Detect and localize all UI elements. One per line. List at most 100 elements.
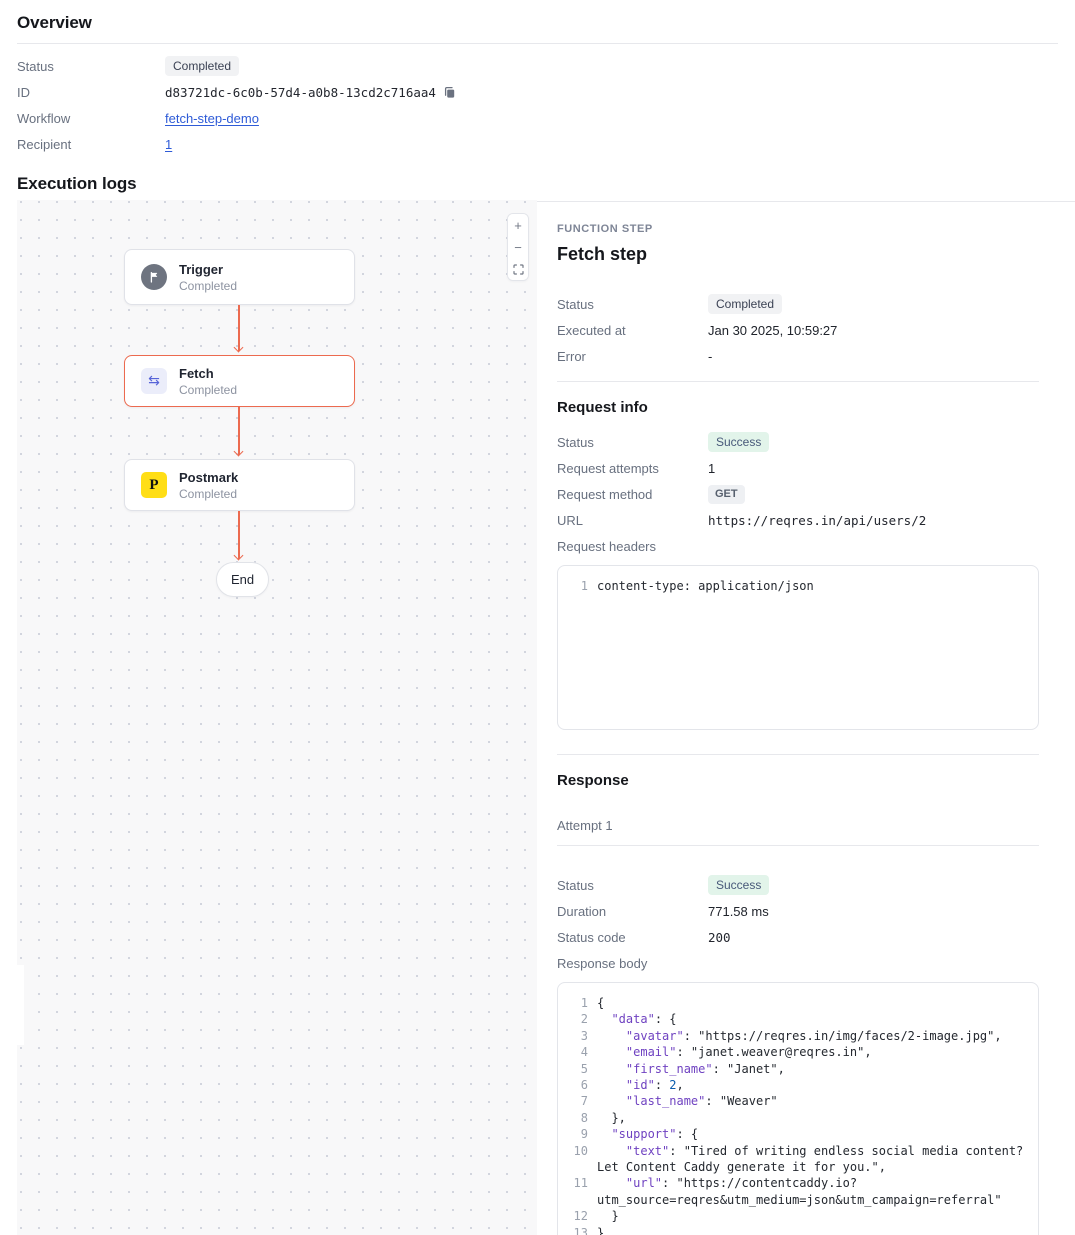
zoom-out-button[interactable]: − [508,236,528,258]
status-label: Status [557,877,594,893]
request-attempts-label: Request attempts [557,460,659,476]
minus-icon: − [514,239,522,255]
transaction-id-value: d83721dc-6c0b-57d4-a0b8-13cd2c716aa4 [165,84,436,100]
copy-icon [444,86,455,98]
code-line: 10 "text": "Tired of writing endless soc… [573,1143,1031,1175]
request-headers-code-block: 1 content-type: application/json [557,565,1039,730]
edge-trigger-fetch [238,305,240,351]
postmark-icon: P [141,472,167,498]
code-line: 6 "id": 2, [580,1078,684,1093]
step-meta-rows: Status Completed Executed at Jan 30 2025… [557,291,1039,369]
fit-view-icon [512,263,524,275]
overview-divider [17,43,1058,44]
node-postmark-status: Completed [179,486,238,501]
request-headers-label: Request headers [557,538,657,554]
executed-at-label: Executed at [557,322,626,338]
response-title: Response [557,772,629,789]
swap-arrows-icon: ⇆ [141,368,167,394]
response-rows: Status Success Duration 771.58 ms Status… [557,872,1039,976]
code-line: 9 "support": { [580,1127,699,1142]
code-line: 8 }, [580,1110,626,1125]
workflow-link[interactable]: fetch-step-demo [165,110,259,126]
code-line: 13} [573,1225,605,1235]
code-line: 7 "last_name": "Weaver" [580,1094,778,1109]
node-postmark[interactable]: P Postmark Completed [124,459,355,511]
url-value: https://reqres.in/api/users/2 [708,512,927,528]
overview-status-row: Status Completed [17,53,1058,79]
overview-title: Overview [17,13,92,32]
request-info-rows: Status Success Request attempts 1 Reques… [557,429,1039,559]
node-fetch[interactable]: ⇆ Fetch Completed [124,355,355,407]
error-label: Error [557,348,586,364]
flag-icon [141,264,167,290]
step-status-badge: Completed [708,294,783,314]
duration-value: 771.58 ms [708,903,769,919]
overview-workflow-row: Workflow fetch-step-demo [17,105,1058,131]
url-row: URL https://reqres.in/api/users/2 [557,507,1039,533]
executed-at-value: Jan 30 2025, 10:59:27 [708,322,838,338]
status-code-label: Status code [557,929,626,945]
request-method-label: Request method [557,486,653,502]
recipient-label: Recipient [17,136,72,152]
code-line: 2 "data": { [580,1012,677,1027]
response-status-row: Status Success [557,872,1039,898]
status-label: Status [557,296,594,312]
step-status-row: Status Completed [557,291,1039,317]
plus-icon: + [514,217,522,233]
edge-postmark-end [238,511,240,559]
status-code-value: 200 [708,929,731,945]
attempt-label: Attempt 1 [557,818,613,833]
code-line: 4 "email": "janet.weaver@reqres.in", [580,1045,872,1060]
overview-recipient-row: Recipient 1 [17,131,1058,157]
duration-row: Duration 771.58 ms [557,898,1039,924]
edge-fetch-postmark [238,407,240,455]
error-row: Error - [557,343,1039,369]
execution-logs-title: Execution logs [17,174,137,193]
canvas-left-notch [0,965,24,1045]
error-value: - [708,348,713,364]
node-fetch-title: Fetch [179,365,214,381]
status-label: Status [557,434,594,450]
workflow-canvas[interactable]: + − Trigge [0,200,537,1235]
code-line: 3 "avatar": "https://reqres.in/img/faces… [580,1028,1002,1043]
workflow-label: Workflow [17,110,71,126]
recipient-link[interactable]: 1 [165,136,173,152]
step-title: Fetch step [557,244,648,264]
code-line: 1{ [580,996,605,1010]
request-method-badge: GET [708,484,745,504]
code-line: 12 } [573,1209,619,1224]
response-body-label: Response body [557,955,648,971]
overview-id-row: ID d83721dc-6c0b-57d4-a0b8-13cd2c716aa4 [17,79,1058,105]
duration-label: Duration [557,903,607,919]
attempt-divider [557,845,1039,846]
overview-section: Overview Status Completed ID d83721dc-6c… [0,0,1075,194]
status-label: Status [17,58,54,74]
request-attempts-value: 1 [708,460,716,476]
section-divider [557,754,1039,755]
node-trigger[interactable]: Trigger Completed [124,249,355,305]
response-body-row: Response body [557,950,1039,976]
fit-view-button[interactable] [508,258,528,280]
request-status-row: Status Success [557,429,1039,455]
code-line: 11 "url": "https://contentcaddy.io?utm_s… [573,1176,1002,1207]
request-status-badge: Success [708,432,770,452]
code-line: 5 "first_name": "Janet", [580,1061,785,1076]
status-code-row: Status code 200 [557,924,1039,950]
step-detail-panel: FUNCTION STEP Fetch step Status Complete… [537,201,1075,1235]
node-postmark-title: Postmark [179,469,239,485]
node-end: End [216,562,270,597]
overview-rows: Status Completed ID d83721dc-6c0b-57d4-a… [17,53,1058,157]
copy-id-button[interactable] [443,86,456,99]
step-type-kicker: FUNCTION STEP [557,223,653,235]
code-line: 1 content-type: application/json [580,579,814,593]
request-attempts-row: Request attempts 1 [557,455,1039,481]
request-method-row: Request method GET [557,481,1039,507]
url-label: URL [557,512,584,528]
zoom-in-button[interactable]: + [508,214,528,236]
node-trigger-status: Completed [179,278,238,293]
request-info-title: Request info [557,399,648,416]
section-divider [557,381,1039,382]
response-body-code-block: 1{ 2 "data": {3 "avatar": "https://reqres… [557,982,1039,1235]
response-status-badge: Success [708,875,770,895]
